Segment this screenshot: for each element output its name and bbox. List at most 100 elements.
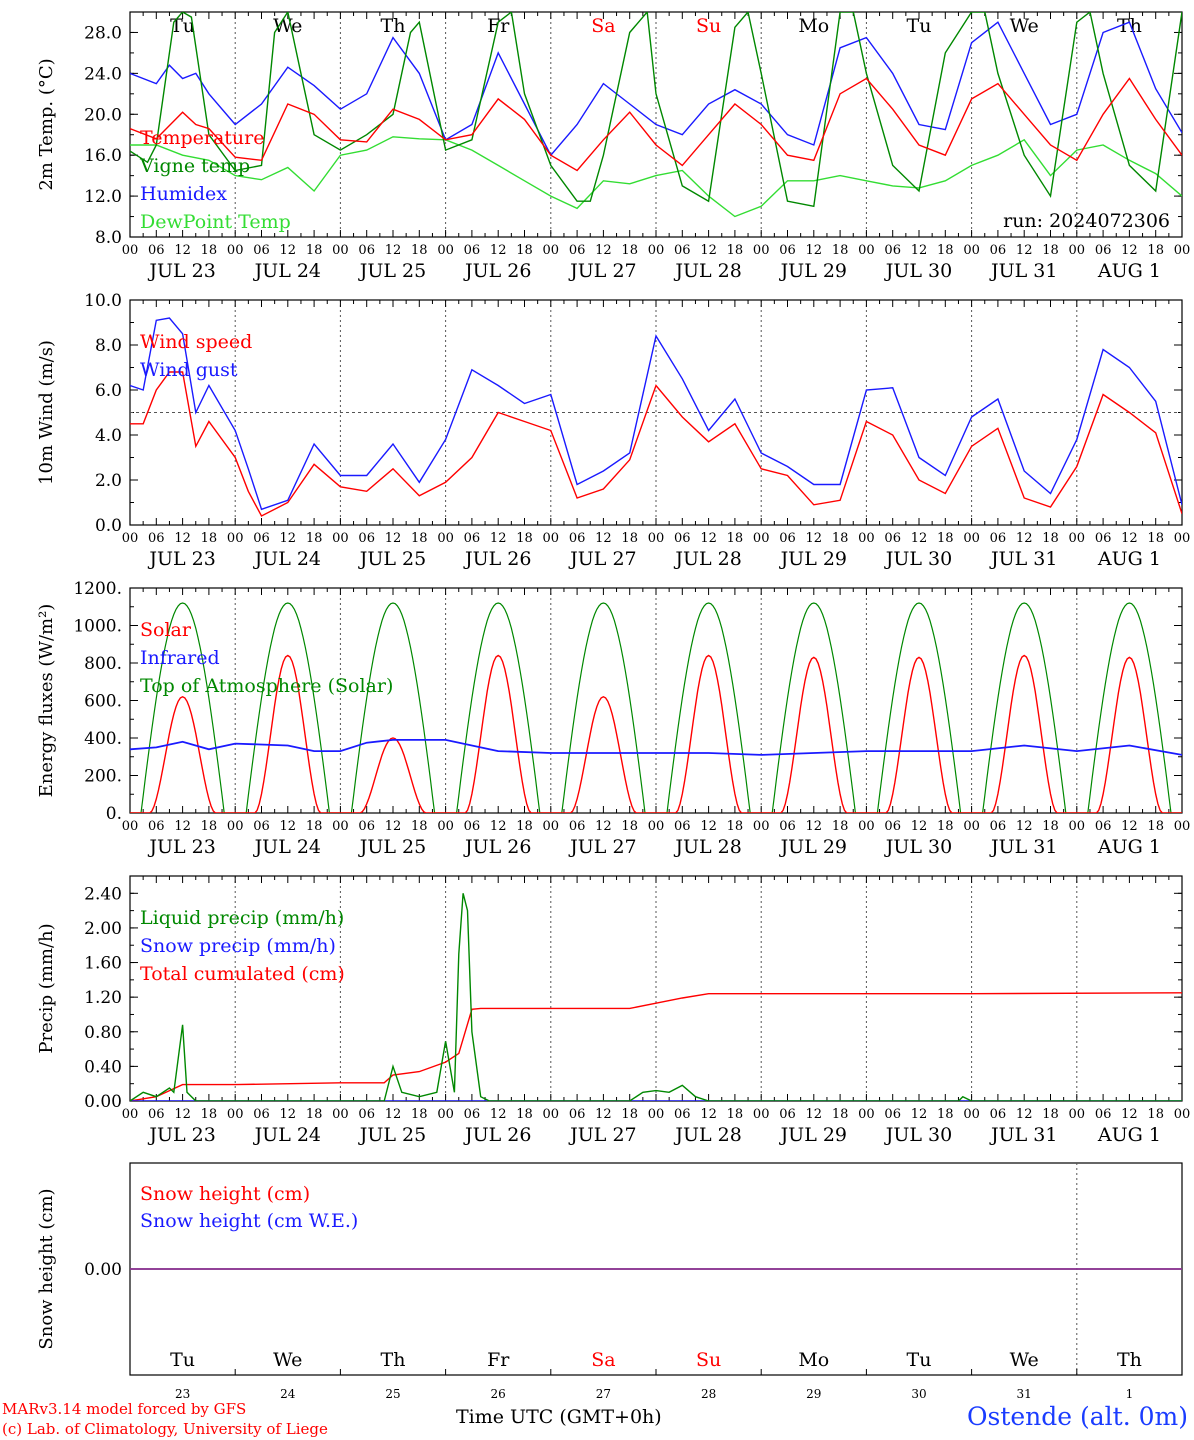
wind-hour-label: 18 xyxy=(727,531,744,546)
temp-weekday-label: Su xyxy=(696,15,721,37)
wind-ylabel: 10m Wind (m/s) xyxy=(36,340,57,485)
energy-date-label: JUL 23 xyxy=(147,836,215,858)
temp-date-label: JUL 28 xyxy=(673,260,741,282)
snow-day-number: 1 xyxy=(1126,1387,1134,1401)
energy-hour-label: 12 xyxy=(490,819,507,834)
precip-ytick-label: 0.00 xyxy=(84,1092,122,1112)
wind-date-label: JUL 31 xyxy=(989,548,1057,570)
temp-hour-label: 06 xyxy=(464,243,481,258)
precip-date-label: JUL 26 xyxy=(463,1124,531,1146)
temp-hour-label: 00 xyxy=(122,243,139,258)
snow-weekday-label: Th xyxy=(381,1349,406,1371)
precip-hour-label: 06 xyxy=(674,1107,691,1122)
energy-hour-label: 12 xyxy=(280,819,297,834)
temp-hour-label: 00 xyxy=(963,243,980,258)
precip-ytick-label: 2.40 xyxy=(84,884,122,904)
wind-hour-label: 06 xyxy=(358,531,375,546)
lab-credit: (c) Lab. of Climatology, University of L… xyxy=(2,1420,328,1438)
wind-date-label: JUL 30 xyxy=(884,548,952,570)
temp-hour-label: 06 xyxy=(358,243,375,258)
wind-hour-label: 18 xyxy=(411,531,428,546)
energy-hour-label: 06 xyxy=(1095,819,1112,834)
energy-hour-label: 06 xyxy=(569,819,586,834)
temp-ytick-label: 16.0 xyxy=(84,146,122,166)
wind-hour-label: 06 xyxy=(884,531,901,546)
wind-date-label: JUL 28 xyxy=(673,548,741,570)
energy-hour-label: 00 xyxy=(963,819,980,834)
wind-hour-label: 12 xyxy=(1016,531,1033,546)
wind-hour-label: 00 xyxy=(963,531,980,546)
energy-ytick-label: 200. xyxy=(84,767,122,787)
snow-day-number: 24 xyxy=(280,1387,296,1401)
energy-hour-label: 06 xyxy=(990,819,1007,834)
temp-hour-label: 12 xyxy=(595,243,612,258)
precip-hour-label: 18 xyxy=(306,1107,323,1122)
wind-date-label: JUL 23 xyxy=(147,548,215,570)
wind-hour-label: 18 xyxy=(832,531,849,546)
vigne-temp-line xyxy=(130,12,1182,208)
precip-ytick-label: 0.40 xyxy=(84,1057,122,1077)
precip-hour-label: 00 xyxy=(1069,1107,1086,1122)
temp-hour-label: 00 xyxy=(753,243,770,258)
temp-date-label: JUL 30 xyxy=(884,260,952,282)
energy-hour-label: 00 xyxy=(1069,819,1086,834)
wind-hour-label: 18 xyxy=(937,531,954,546)
temp-legend-entry: Temperature xyxy=(140,127,264,149)
temp-hour-label: 06 xyxy=(253,243,270,258)
snow-weekday-label: We xyxy=(273,1349,302,1371)
snow-weekday-label: Su xyxy=(696,1349,721,1371)
precip-hour-label: 00 xyxy=(332,1107,349,1122)
temp-hour-label: 18 xyxy=(516,243,533,258)
wind-date-label: JUL 25 xyxy=(358,548,426,570)
solar-line xyxy=(130,654,1182,813)
model-credit: MARv3.14 model forced by GFS xyxy=(2,1400,247,1418)
temp-ytick-label: 20.0 xyxy=(84,105,122,125)
wind-ytick-label: 8.0 xyxy=(95,336,122,356)
energy-hour-label: 00 xyxy=(648,819,665,834)
energy-hour-label: 12 xyxy=(595,819,612,834)
precip-hour-label: 00 xyxy=(122,1107,139,1122)
temp-hour-label: 12 xyxy=(1121,243,1138,258)
energy-hour-label: 18 xyxy=(201,819,218,834)
temp-hour-label: 18 xyxy=(411,243,428,258)
energy-hour-label: 06 xyxy=(358,819,375,834)
energy-hour-label: 18 xyxy=(516,819,533,834)
precip-date-label: JUL 25 xyxy=(358,1124,426,1146)
energy-hour-label: 18 xyxy=(937,819,954,834)
energy-legend-entry: Infrared xyxy=(140,647,220,669)
dewpoint-temp-line xyxy=(130,136,1182,218)
temp-hour-label: 00 xyxy=(1174,243,1191,258)
energy-hour-label: 00 xyxy=(753,819,770,834)
precip-hour-label: 12 xyxy=(174,1107,191,1122)
precip-hour-label: 18 xyxy=(832,1107,849,1122)
temp-hour-label: 00 xyxy=(332,243,349,258)
precip-hour-label: 06 xyxy=(779,1107,796,1122)
temp-hour-label: 00 xyxy=(1069,243,1086,258)
energy-date-label: JUL 27 xyxy=(568,836,636,858)
wind-hour-label: 06 xyxy=(569,531,586,546)
wind-hour-label: 12 xyxy=(911,531,928,546)
wind-hour-label: 00 xyxy=(437,531,454,546)
precip-date-label: JUL 31 xyxy=(989,1124,1057,1146)
wind-hour-label: 12 xyxy=(490,531,507,546)
energy-ytick-label: 1000. xyxy=(73,617,122,637)
precip-hour-label: 12 xyxy=(806,1107,823,1122)
wind-speed-line xyxy=(130,371,1182,517)
precip-legend-entry: Liquid precip (mm/h) xyxy=(140,907,344,929)
wind-hour-label: 12 xyxy=(700,531,717,546)
temp-legend-entry: Vigne temp xyxy=(139,155,250,177)
wind-date-label: JUL 29 xyxy=(779,548,847,570)
wind-hour-label: 18 xyxy=(306,531,323,546)
temp-hour-label: 12 xyxy=(280,243,297,258)
precip-hour-label: 06 xyxy=(569,1107,586,1122)
snow-weekday-label: Tu xyxy=(907,1349,932,1371)
temp-hour-label: 00 xyxy=(437,243,454,258)
energy-hour-label: 00 xyxy=(437,819,454,834)
wind-hour-label: 18 xyxy=(201,531,218,546)
wind-hour-label: 00 xyxy=(1174,531,1191,546)
temp-hour-label: 06 xyxy=(569,243,586,258)
temp-weekday-label: Th xyxy=(1117,15,1142,37)
temp-date-label: AUG 1 xyxy=(1097,260,1161,282)
wind-legend-entry: Wind speed xyxy=(140,331,252,353)
energy-ytick-label: 600. xyxy=(84,692,122,712)
